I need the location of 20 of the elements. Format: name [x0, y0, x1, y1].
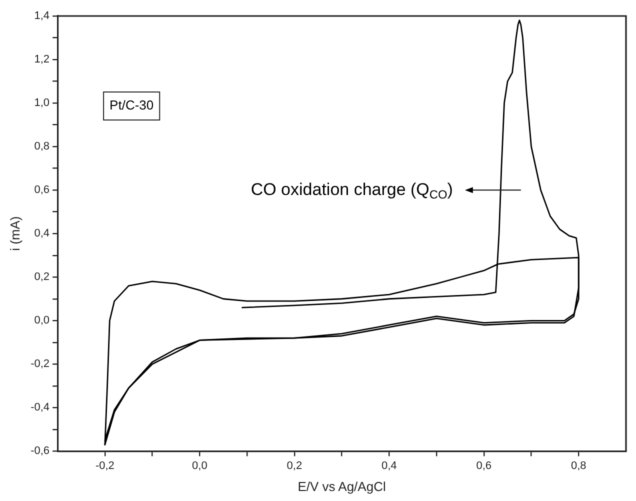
y-tick-label: 0,6 [34, 184, 50, 196]
x-tick-label: -0,2 [95, 460, 114, 472]
y-tick-label: 0,4 [34, 228, 50, 240]
y-tick-label: 0,8 [34, 140, 50, 153]
x-tick-label: 0,2 [286, 460, 302, 472]
y-tick-label: 1,4 [34, 10, 50, 22]
y-axis-title: i (mA) [7, 216, 22, 251]
x-tick-label: 0,6 [476, 460, 492, 472]
annotation: Pt/C-30 [110, 98, 154, 113]
y-tick-label: 0,0 [34, 314, 50, 327]
x-tick-label: 0,4 [382, 460, 397, 472]
y-tick-label: -0,4 [30, 402, 50, 414]
x-axis-title: E/V vs Ag/AgCl [298, 478, 386, 494]
y-tick-label: 1,0 [34, 97, 50, 110]
y-tick-label: -0,6 [30, 445, 50, 458]
y-tick-label: 1,2 [34, 54, 50, 66]
y-tick-label: -0,2 [30, 358, 50, 370]
y-tick-label: 0,2 [34, 271, 50, 284]
x-tick-label: 0,0 [192, 460, 208, 472]
x-tick-label: 0,8 [570, 460, 586, 472]
